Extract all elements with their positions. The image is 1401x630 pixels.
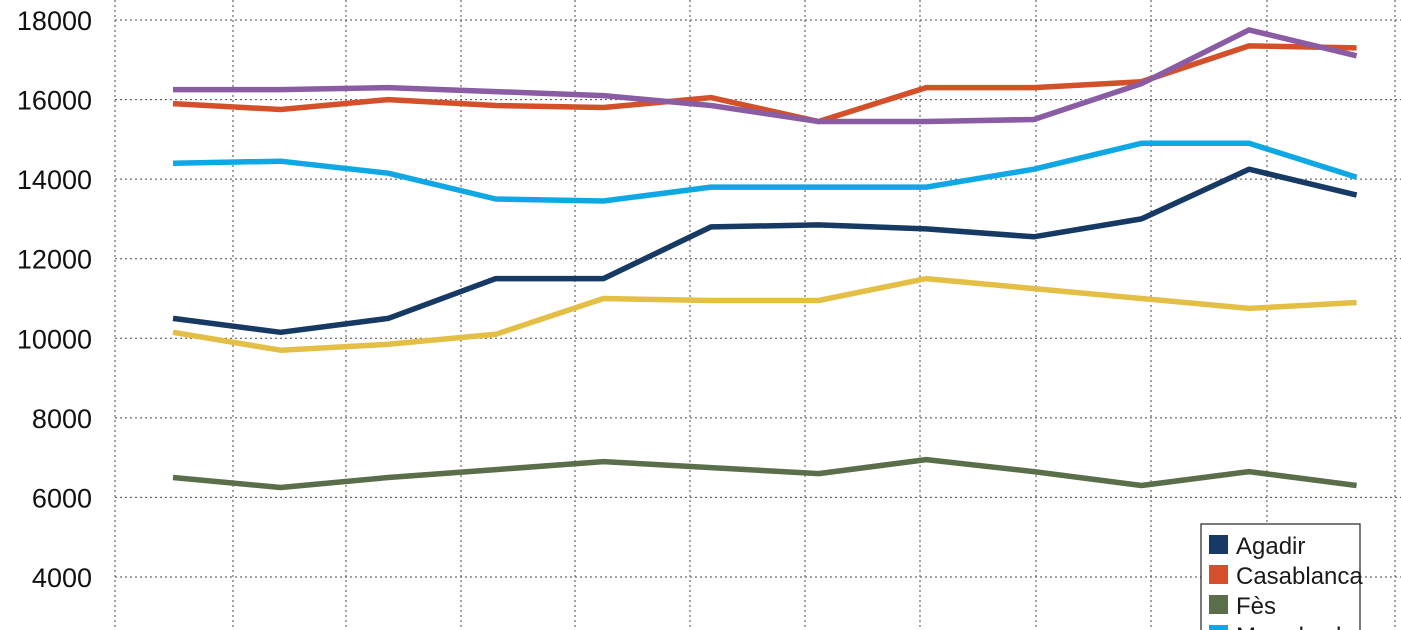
legend-label-2: Fès [1236,593,1276,620]
series-line-unnamed-4 [172,275,1357,353]
series-line-marrakech [172,140,1358,204]
y-tick-label-6: 16000 [17,86,92,116]
legend-swatch-2 [1209,595,1228,614]
y-tick-label-2: 8000 [32,404,92,434]
series-line-agadir [172,166,1358,336]
y-tick-label-3: 10000 [17,324,92,354]
legend: Agadir Casablanca Fès Marrakech [1200,523,1363,630]
series-lines [172,27,1358,491]
legend-swatch-0 [1209,535,1228,554]
y-tick-label-7: 18000 [17,6,92,36]
legend-label-3: Marrakech [1236,623,1349,630]
series-line-casablanca [172,43,1357,125]
y-tick-label-1: 6000 [32,483,92,513]
legend-swatch-1 [1209,565,1228,584]
series-line-f-s [172,456,1357,491]
series-line-unnamed-5 [173,27,1358,125]
legend-label-1: Casablanca [1236,563,1363,590]
y-tick-label-0: 4000 [32,563,92,593]
y-tick-label-5: 14000 [17,165,92,195]
y-axis-ticks: 4000 6000 8000 10000 12000 14000 16000 18000 [17,6,92,593]
legend-swatch-3 [1209,625,1228,630]
legend-label-0: Agadir [1236,533,1305,560]
y-tick-label-4: 12000 [17,245,92,275]
